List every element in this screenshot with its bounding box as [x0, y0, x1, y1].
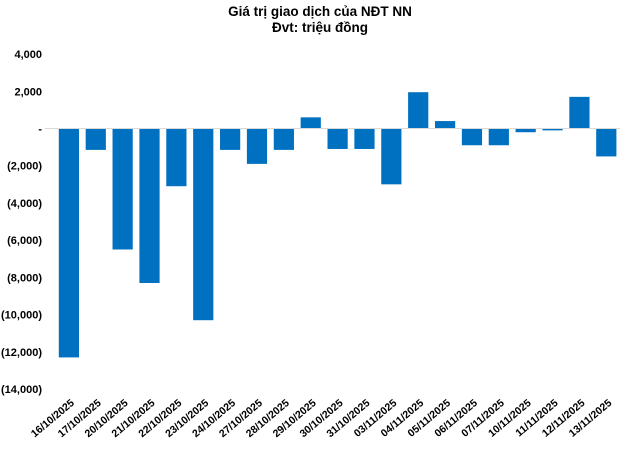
svg-text:2,000: 2,000 — [14, 86, 42, 98]
svg-text:(12,000): (12,000) — [1, 347, 42, 359]
svg-text:(2,000): (2,000) — [7, 161, 42, 173]
svg-text:(4,000): (4,000) — [7, 198, 42, 210]
svg-text:4,000: 4,000 — [14, 49, 42, 61]
svg-text:-: - — [38, 124, 42, 136]
svg-text:(8,000): (8,000) — [7, 272, 42, 284]
svg-text:(10,000): (10,000) — [1, 310, 42, 322]
svg-text:(14,000): (14,000) — [1, 384, 42, 396]
svg-text:(6,000): (6,000) — [7, 235, 42, 247]
